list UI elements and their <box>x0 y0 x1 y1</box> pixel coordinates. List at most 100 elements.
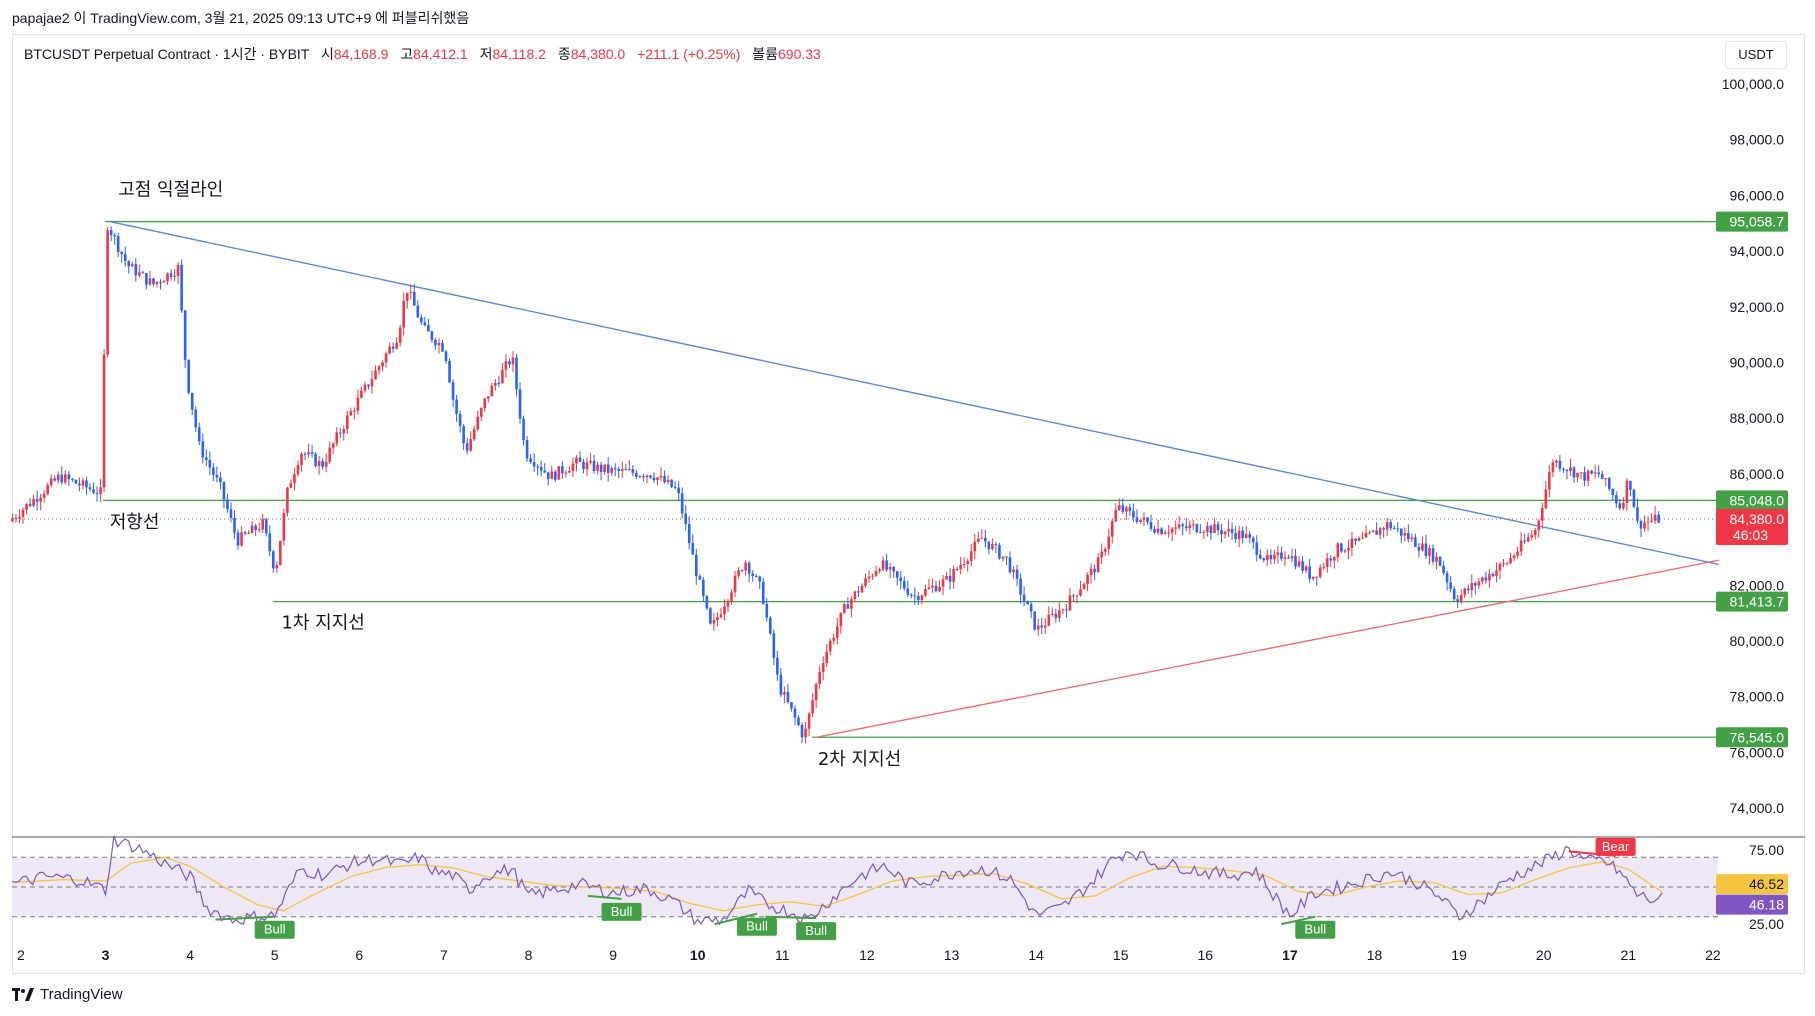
candle-body <box>1114 509 1118 522</box>
candles-group <box>11 226 1660 744</box>
candle-body <box>1364 532 1368 538</box>
candle-body <box>222 482 226 500</box>
time-tick-label: 14 <box>1028 947 1044 963</box>
ascending-trendline <box>816 559 1719 738</box>
close-value: 84,380.0 <box>570 46 626 62</box>
candle-body <box>434 339 437 346</box>
candle-body <box>1611 489 1615 496</box>
candle-body <box>920 595 924 601</box>
rsi-ma-line <box>12 856 1663 912</box>
candle-body <box>860 585 864 593</box>
candle-body <box>881 560 885 570</box>
symbol-name: BTCUSDT Perpetual Contract · 1시간 · BYBIT <box>24 46 310 62</box>
candle-body <box>1375 530 1378 535</box>
candle-body <box>501 369 504 384</box>
candle-body <box>740 570 744 572</box>
candle-body <box>709 608 712 624</box>
candle-body <box>1149 522 1153 529</box>
candle-body <box>1523 540 1526 542</box>
candle-body <box>208 459 212 468</box>
bull-divergence-line <box>765 915 817 920</box>
bull-divergence-line <box>215 915 275 921</box>
candle-body <box>1438 556 1442 566</box>
candle-body <box>895 571 899 578</box>
candle-body <box>1491 573 1495 577</box>
candle-body <box>1237 530 1241 540</box>
candle-body <box>1079 589 1082 596</box>
candle-body <box>374 370 377 380</box>
candle-body <box>1206 526 1209 532</box>
time-tick-label: 12 <box>859 947 875 963</box>
candle-body <box>511 357 515 365</box>
candle-body <box>472 429 476 440</box>
candle-body <box>913 595 917 597</box>
candle-body <box>962 563 966 565</box>
candle-body <box>229 509 233 518</box>
candle-body <box>1435 556 1438 562</box>
price-tick-label: 78,000.0 <box>1730 689 1785 705</box>
time-tick-label: 3 <box>102 947 110 963</box>
candle-body <box>1622 502 1625 509</box>
candle-body <box>1100 551 1103 558</box>
candle-body <box>257 529 261 531</box>
candle-body <box>1329 558 1333 561</box>
candle-body <box>1484 577 1488 581</box>
candle-body <box>1583 472 1586 481</box>
tradingview-logo[interactable]: TradingView <box>12 986 123 1003</box>
candle-body <box>377 366 381 371</box>
candle-body <box>1368 532 1371 534</box>
candle-body <box>1474 583 1477 586</box>
time-tick-label: 19 <box>1451 947 1467 963</box>
candle-body <box>631 469 635 473</box>
candle-body <box>314 453 317 467</box>
candle-body <box>120 251 124 255</box>
candle-body <box>1012 569 1015 573</box>
bear-divergence-badge <box>1595 837 1636 856</box>
candle-body <box>1043 625 1047 628</box>
candle-body <box>1220 530 1223 535</box>
candle-body <box>1269 555 1273 560</box>
bull-divergence-line <box>1281 915 1316 926</box>
candle-body <box>1093 568 1096 573</box>
candle-body <box>568 470 571 473</box>
candle-body <box>1008 557 1012 573</box>
candle-body <box>733 575 737 593</box>
candle-body <box>927 587 931 590</box>
candle-body <box>1403 532 1407 536</box>
candle-body <box>42 493 46 498</box>
candle-body <box>1407 532 1410 540</box>
candle-body <box>427 325 430 332</box>
candle-body <box>1336 543 1340 558</box>
candle-body <box>1466 588 1470 591</box>
candle-body <box>1184 526 1188 529</box>
candle-body <box>360 390 363 398</box>
candle-body <box>430 331 434 340</box>
time-tick-label: 16 <box>1198 947 1214 963</box>
published-info: papajae2 이 TradingView.com, 3월 21, 2025 … <box>12 10 470 26</box>
candle-body <box>610 468 613 473</box>
candle-body <box>1597 472 1600 475</box>
candle-body <box>187 359 190 393</box>
volume-value: 690.33 <box>778 46 821 62</box>
candle-body <box>698 576 702 580</box>
currency-button[interactable]: USDT <box>1725 41 1787 69</box>
chart-annotation: 저항선 <box>110 512 160 533</box>
candle-body <box>1533 530 1537 536</box>
candle-body <box>786 692 790 703</box>
candle-body <box>843 604 846 613</box>
candle-body <box>233 517 236 533</box>
candle-body <box>1607 478 1611 490</box>
candle-body <box>370 379 374 387</box>
candle-body <box>1047 614 1051 626</box>
candle-body <box>694 554 698 577</box>
rsi-value: 46.18 <box>1749 897 1784 913</box>
candle-body <box>1086 574 1089 584</box>
candle-body <box>1340 543 1343 552</box>
candle-body <box>680 493 684 514</box>
candle-body <box>145 273 148 285</box>
time-tick-label: 18 <box>1367 947 1383 963</box>
candle-body <box>1304 566 1308 571</box>
candle-body <box>656 477 659 481</box>
candle-body <box>1343 550 1347 552</box>
